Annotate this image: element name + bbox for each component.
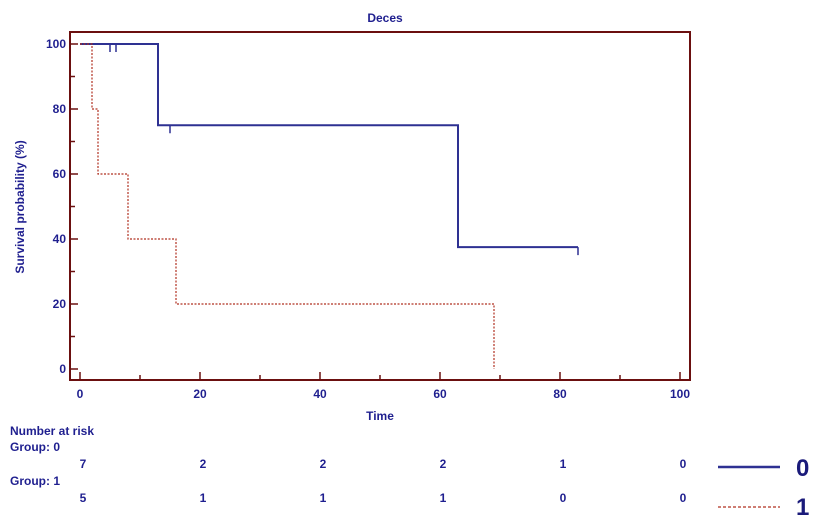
risk-count: 1 [319,491,327,505]
chart-title: Deces [367,11,403,25]
x-tick-label: 100 [670,387,690,401]
legend [718,465,780,508]
risk-count: 0 [679,491,687,505]
plot-area [69,31,691,381]
x-tick-label: 0 [77,387,84,401]
x-axis-label: Time [366,409,394,423]
risk-count: 5 [79,491,87,505]
y-tick-label: 20 [53,297,67,311]
plot-frame [69,31,691,381]
risk-count: 1 [439,491,447,505]
x-tick-label: 40 [313,387,327,401]
y-tick-label: 0 [59,362,66,376]
y-tick-label: 60 [53,167,67,181]
risk-count: 2 [199,457,207,471]
risk-count: 1 [199,491,207,505]
risk-group-1-label: Group: 1 [10,474,60,488]
risk-count: 0 [679,457,687,471]
y-tick-label: 80 [53,102,67,116]
risk-count: 7 [79,457,87,471]
risk-count: 0 [559,491,567,505]
y-axis-label: Survival probability (%) [13,140,27,273]
y-axis: 0 20 40 60 80 100 [46,37,78,376]
risk-count: 2 [319,457,327,471]
x-tick-label: 80 [553,387,567,401]
x-tick-label: 60 [433,387,447,401]
series-1-line [80,43,495,369]
risk-group-0-label: Group: 0 [10,440,60,454]
y-tick-label: 40 [53,232,67,246]
risk-table-title: Number at risk [10,424,95,438]
series-layer [80,43,579,369]
legend-label-1: 1 [796,494,810,521]
risk-count: 2 [439,457,447,471]
y-tick-label: 100 [46,37,66,51]
x-tick-label: 20 [193,387,207,401]
risk-count: 1 [559,457,567,471]
series-0-line [80,43,578,249]
legend-label-0: 0 [796,455,810,482]
x-axis: 0 20 40 60 80 100 [77,372,690,401]
